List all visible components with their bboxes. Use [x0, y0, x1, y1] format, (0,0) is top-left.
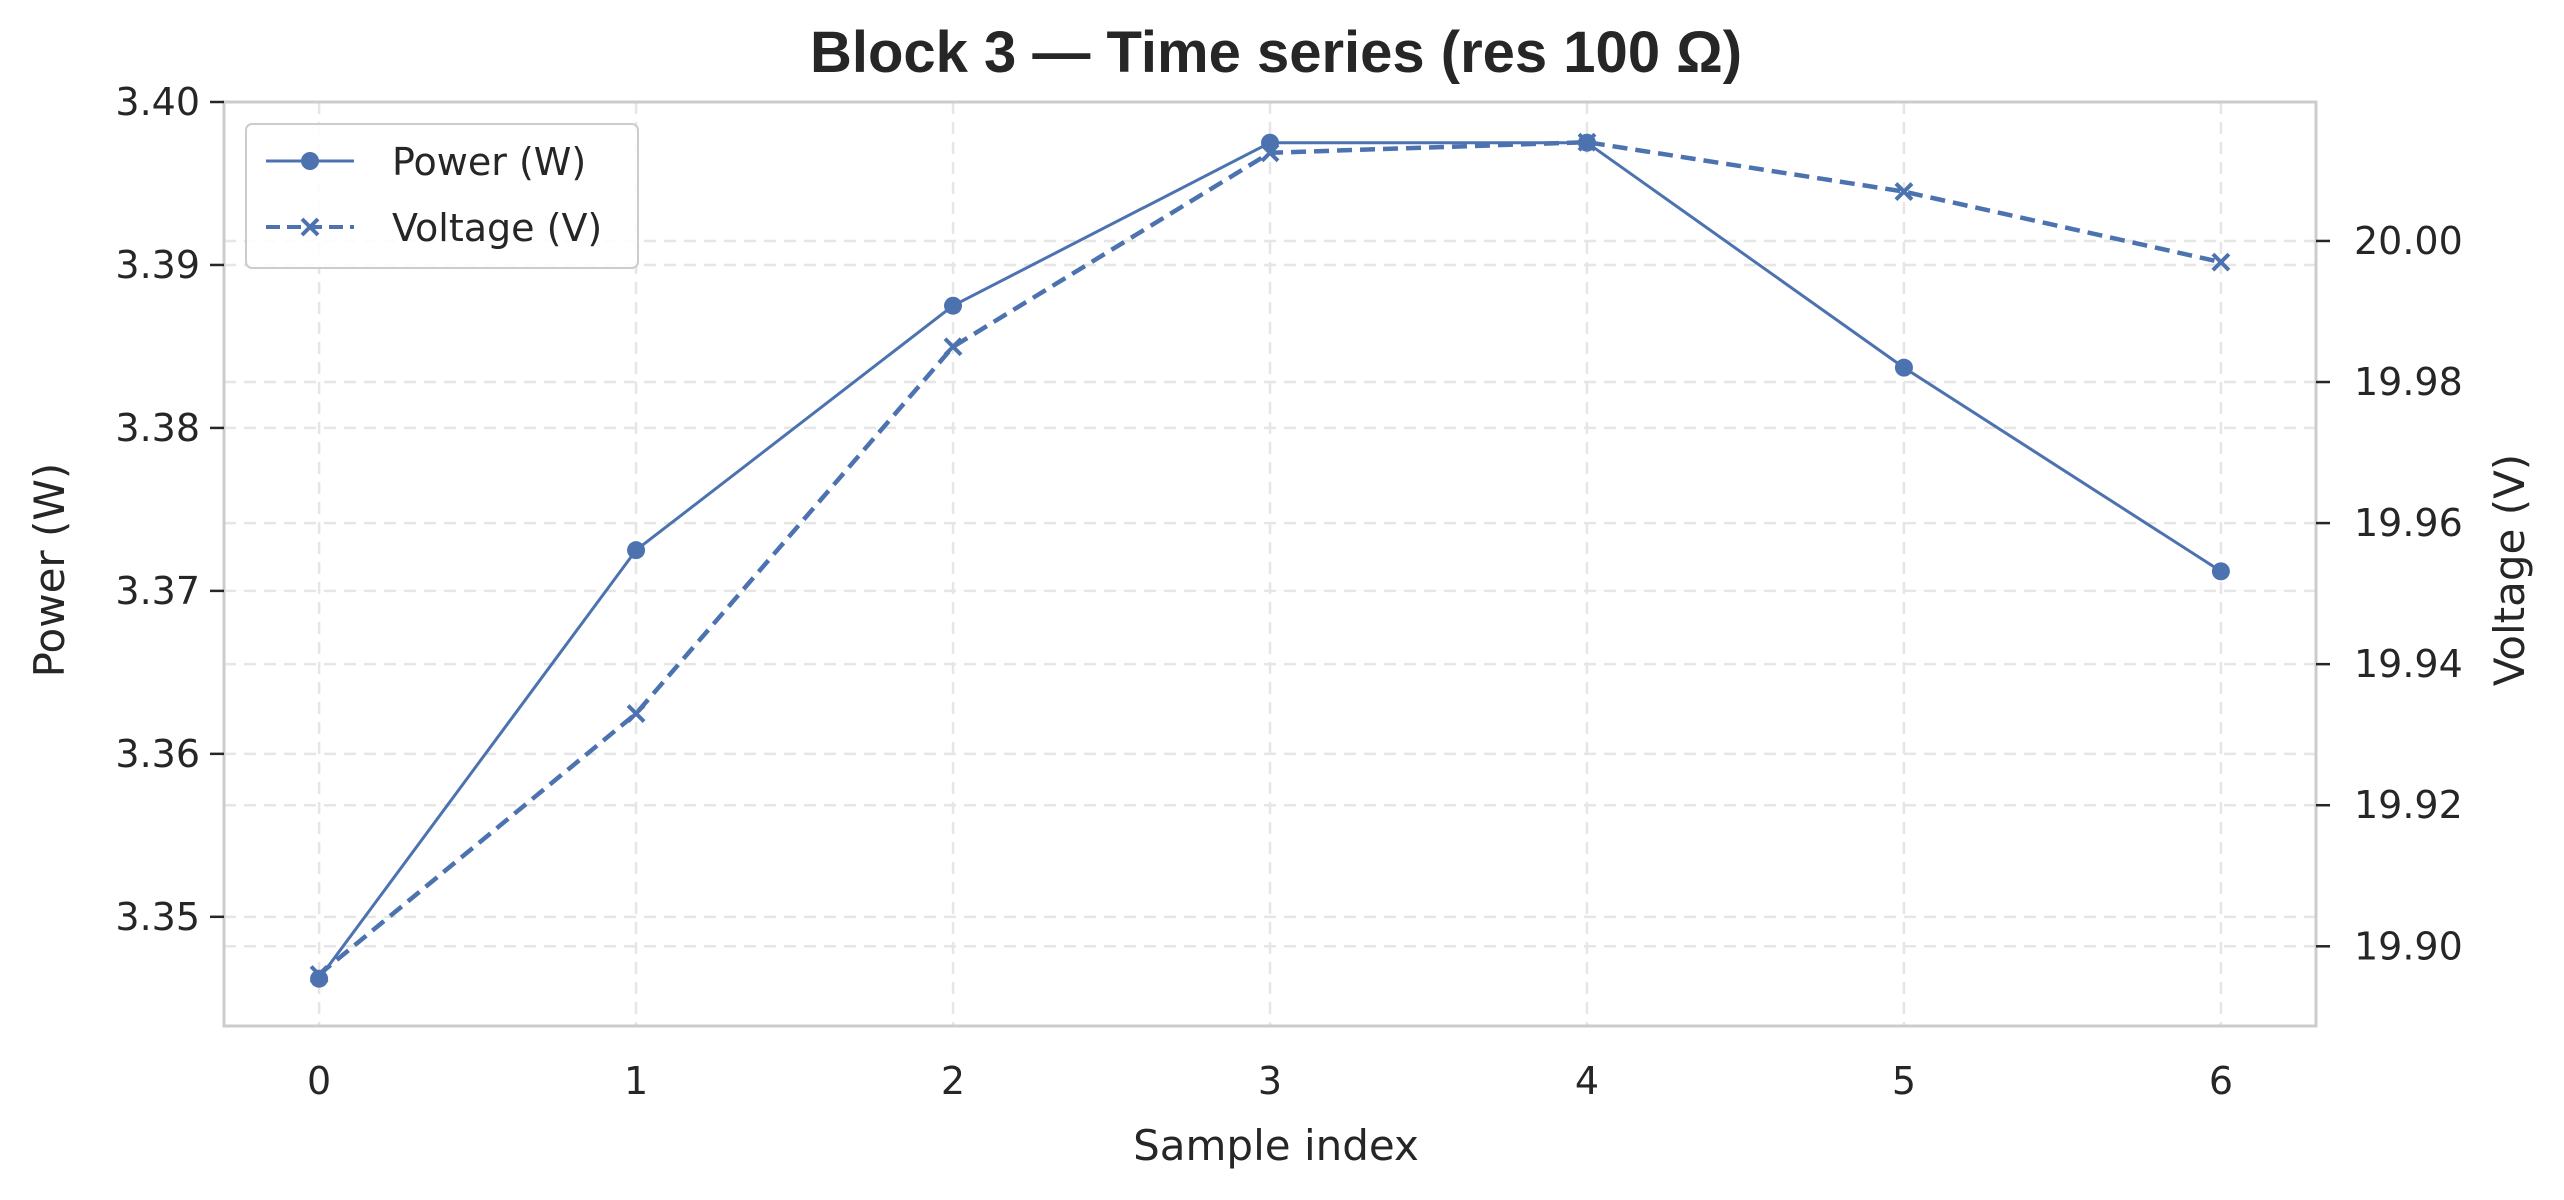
- x-tick-label: 0: [307, 1059, 331, 1103]
- y-tick-label: 3.40: [115, 80, 200, 124]
- voltage-point: [1894, 182, 1914, 201]
- y-tick-label: 3.36: [115, 732, 200, 776]
- y-axis-label-left: Power (W): [25, 463, 74, 678]
- legend: Power (W) Voltage (V): [245, 123, 639, 269]
- x-axis-label: Sample index: [1133, 1121, 1419, 1170]
- axis-ticks: 0 1 2 3 4 5 6 3.35 3.36 3.37 3.38 3.39 3.40 19.90 19.9…: [115, 80, 2462, 1103]
- legend-item-voltage: Voltage (V): [266, 206, 602, 250]
- y2-tick-label: 19.94: [2354, 642, 2463, 686]
- y-axis-label-right: Voltage (V): [2485, 454, 2534, 686]
- x-tick-label: 2: [941, 1059, 965, 1103]
- y-tick-label: 3.35: [115, 895, 200, 939]
- voltage-point: [1260, 143, 1280, 163]
- power-point: [1894, 358, 1913, 377]
- power-point: [627, 541, 646, 560]
- legend-power-label: Power (W): [392, 140, 586, 184]
- y2-tick-label: 19.98: [2354, 360, 2463, 404]
- legend-power-marker: [301, 152, 319, 170]
- series-voltage: [309, 132, 2231, 984]
- y2-tick-label: 19.90: [2354, 924, 2463, 968]
- y2-tick-label: 19.96: [2354, 501, 2463, 545]
- x-tick-label: 3: [1258, 1059, 1282, 1103]
- voltage-point: [2211, 252, 2231, 272]
- power-point: [310, 969, 329, 988]
- power-point: [944, 296, 963, 315]
- y-tick-label: 3.38: [115, 406, 200, 450]
- x-tick-label: 4: [1575, 1059, 1599, 1103]
- legend-voltage-marker: [300, 217, 320, 237]
- voltage-point: [309, 965, 329, 984]
- x-tick-label: 1: [624, 1059, 648, 1103]
- voltage-point: [626, 704, 646, 723]
- chart-title: Block 3 — Time series (res 100 Ω): [810, 20, 1742, 85]
- y-tick-label: 3.39: [115, 243, 200, 287]
- x-tick-label: 5: [1892, 1059, 1916, 1103]
- series-layer: [309, 132, 2231, 988]
- voltage-point: [1577, 132, 1597, 152]
- legend-item-power: Power (W): [266, 140, 586, 184]
- plot-area-frame: [222, 100, 2318, 1028]
- power-point: [2211, 562, 2230, 581]
- voltage-point: [943, 337, 963, 357]
- y2-tick-label: 19.92: [2354, 783, 2463, 827]
- x-tick-label: 6: [2209, 1059, 2233, 1103]
- y-tick-label: 3.37: [115, 569, 200, 613]
- y2-tick-label: 20.00: [2354, 219, 2463, 263]
- legend-voltage-label: Voltage (V): [392, 206, 602, 250]
